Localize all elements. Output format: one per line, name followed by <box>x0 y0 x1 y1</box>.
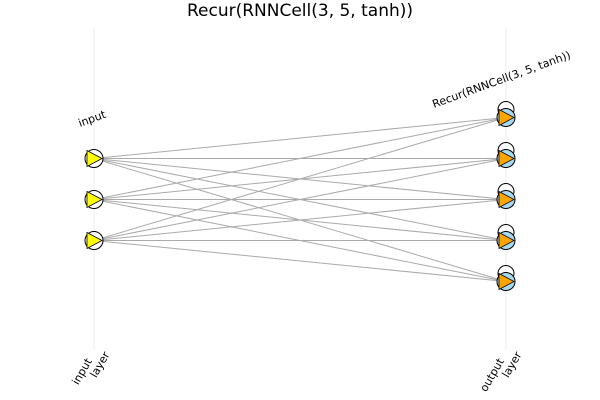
output-layer-name: Recur(RNNCell(3, 5, tanh)) <box>431 49 573 111</box>
output-axis-label: output layer <box>477 343 524 400</box>
input-node <box>84 231 104 250</box>
output-node <box>496 265 516 291</box>
connections <box>93 117 507 282</box>
play-arrow-icon <box>498 149 515 168</box>
connection-edge <box>93 199 507 241</box>
input-node <box>84 149 104 168</box>
play-arrow-icon <box>498 190 515 209</box>
input-axis-label: input layer <box>69 343 112 393</box>
play-arrow-icon <box>86 190 103 209</box>
input-node <box>84 190 104 209</box>
play-arrow-icon <box>86 231 103 250</box>
output-node <box>496 101 516 127</box>
play-arrow-icon <box>86 149 103 168</box>
diagram-title: Recur(RNNCell(3, 5, tanh)) <box>187 1 413 21</box>
input-layer-name: input <box>77 108 109 130</box>
connection-edge <box>93 117 507 159</box>
output-node <box>496 224 516 250</box>
output-node <box>496 183 516 209</box>
play-arrow-icon <box>498 108 515 127</box>
connection-edge <box>93 117 507 241</box>
connection-edge <box>93 158 507 241</box>
nodes <box>84 101 516 291</box>
play-arrow-icon <box>498 272 515 291</box>
connection-edge <box>93 240 507 282</box>
play-arrow-icon <box>498 231 515 250</box>
output-node <box>496 142 516 168</box>
connection-edge <box>93 117 507 200</box>
